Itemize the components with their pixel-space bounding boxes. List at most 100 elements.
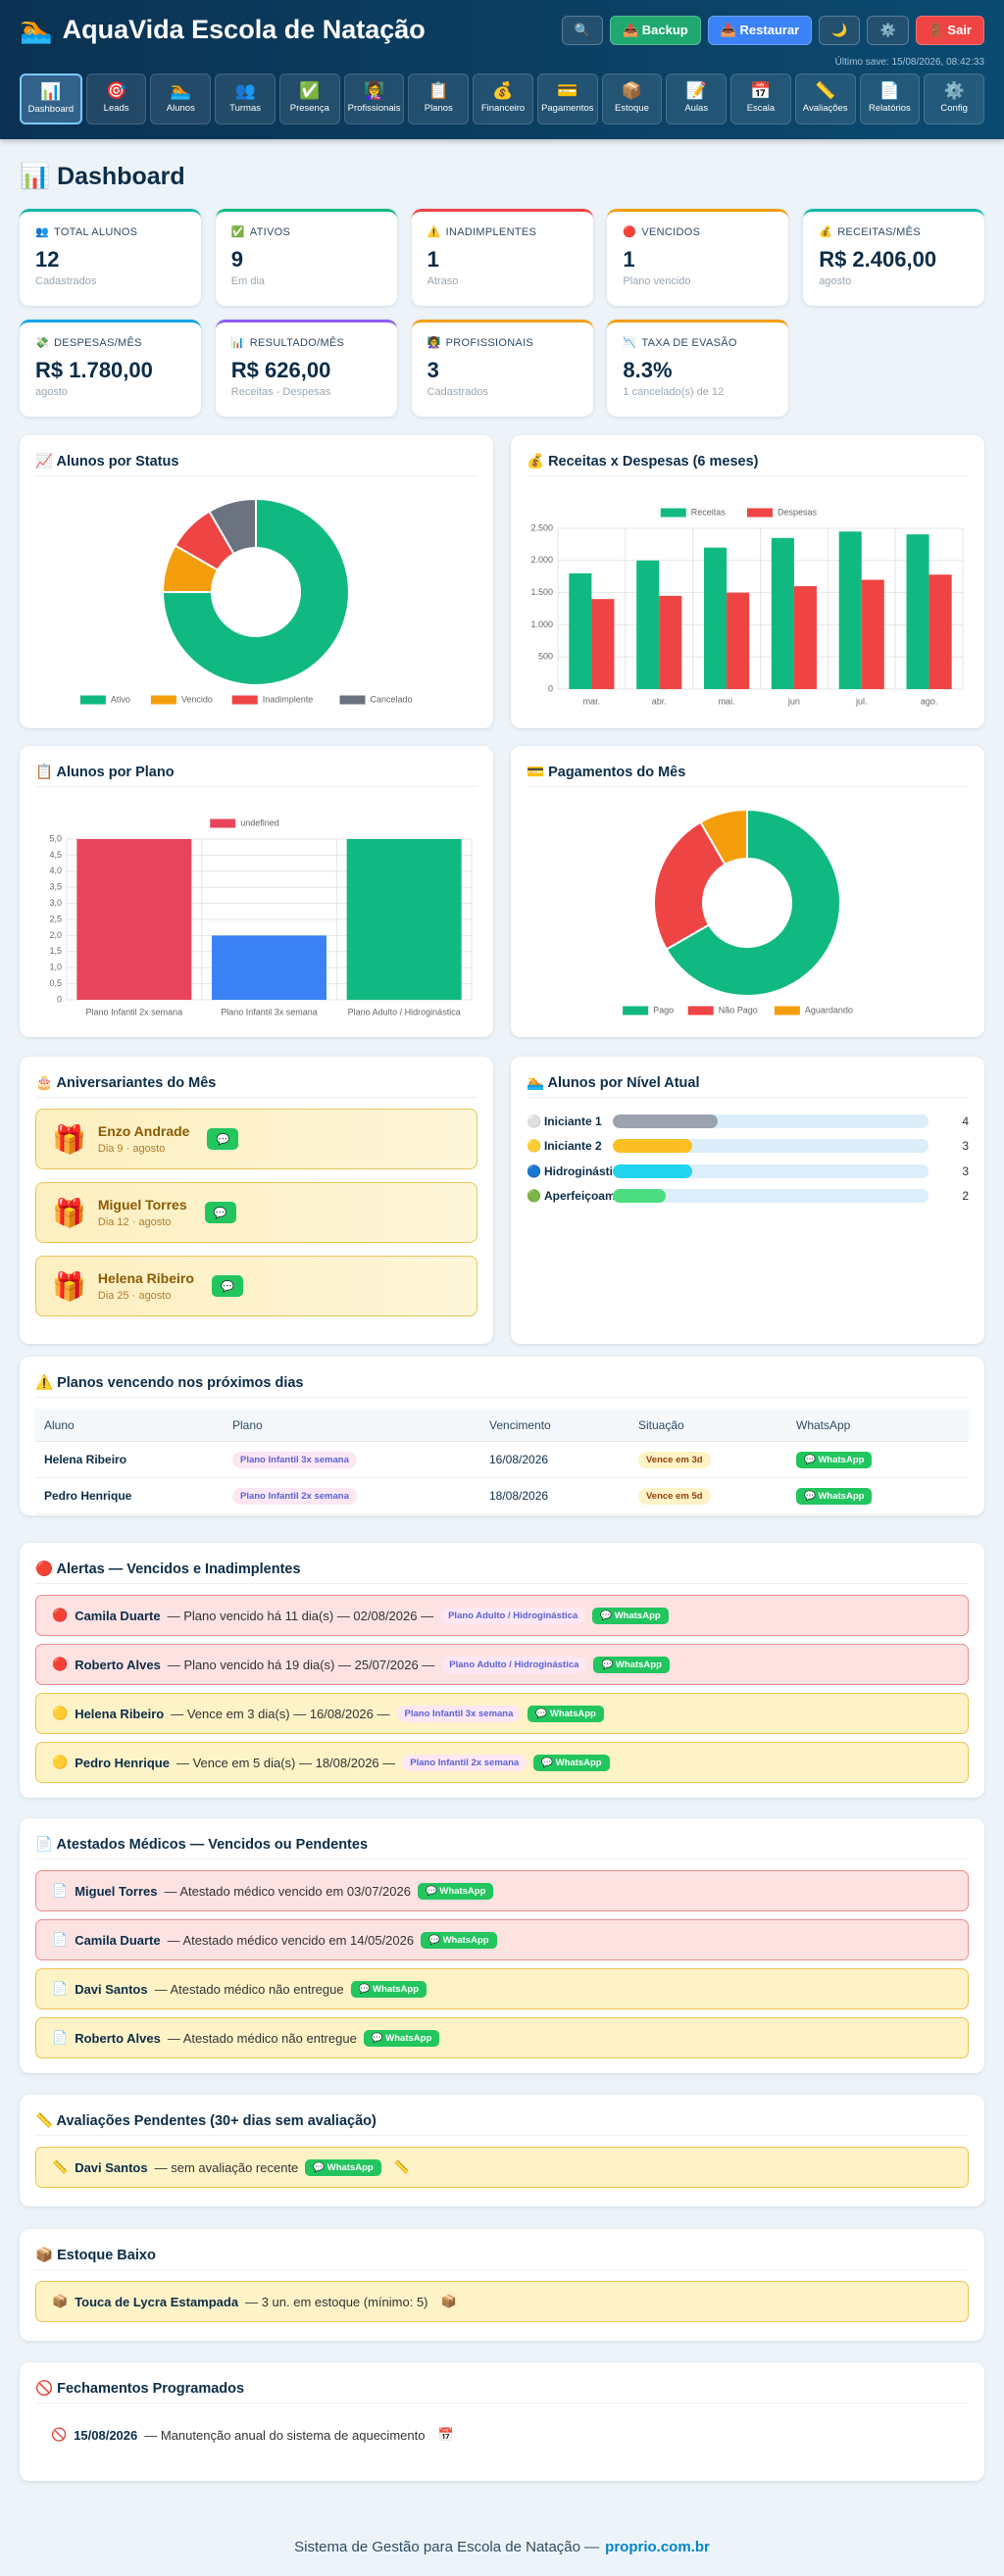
table-cell: Vence em 3d [638,1451,796,1468]
whatsapp-button[interactable]: 💬 WhatsApp [533,1754,610,1771]
level-bar [613,1189,666,1204]
y-tick-label: 3,5 [49,882,62,892]
list-item: 📄 Davi Santos — Atestado médico não entreg… [35,1968,969,2009]
legend-label: Vencido [181,694,213,704]
page-title: 📊 Dashboard [20,163,185,190]
plan-pill: Plano Infantil 2x semana [232,1487,357,1505]
level-row: 🟡 Iniciante 2 3 [527,1134,969,1160]
nav-button[interactable]: 🎯 Leads [85,74,147,124]
stat-card: 📉 TAXA DE EVASÃO 8.3% 1 cancelado(s) de 12 [607,320,789,417]
nav-icon: 👩‍🏫 [363,81,385,100]
stat-label: 💰 RECEITAS/MÊS [819,225,969,238]
chat-button[interactable]: 💬 [207,1128,239,1150]
legend-swatch [687,1006,714,1016]
table-row: Helena Ribeiro Plano Infantil 3x semana 16… [35,1442,969,1478]
stat-value: 9 [230,247,244,272]
nav-button[interactable]: 📦 Estoque [601,74,663,124]
birthday-item: 🎁 Miguel Torres Dia 12 · agosto 💬 [35,1182,477,1243]
chat-button[interactable]: 💬 [211,1275,243,1297]
header-button[interactable]: 🔍 [561,16,603,45]
whatsapp-button[interactable]: 💬 WhatsApp [796,1487,873,1505]
nav-button[interactable]: ⚙️ Config [924,74,985,124]
bar [636,560,660,689]
stat-card: ⚠️ INADIMPLENTES 1 Atraso [411,209,593,306]
level-bar [613,1164,692,1178]
header-button[interactable]: 🌙 [819,16,861,45]
header-button[interactable]: 📤 Backup [609,16,701,45]
stat-sub: agosto [35,386,69,398]
whatsapp-button[interactable]: 💬 WhatsApp [305,2158,381,2176]
nav-button[interactable]: 🏊 Alunos [150,74,212,124]
level-row: ⚪ Iniciante 1 4 [527,1109,969,1134]
header-button[interactable]: ⚙️ [867,16,909,45]
nav-label: Dashboard [27,104,75,115]
stat-icon: 👥 [35,226,49,238]
whatsapp-button[interactable]: 💬 WhatsApp [796,1451,873,1468]
whatsapp-button[interactable]: 💬 WhatsApp [592,1607,669,1624]
item-text: — Manutenção anual do sistema de aquecim… [144,2427,426,2443]
stat-icon: 💰 [819,226,833,238]
pie-slice [208,497,257,556]
stat-label-text: TOTAL ALUNOS [54,226,138,238]
stat-value: 1 [623,247,635,272]
header-button[interactable]: 📥 Restaurar [707,16,813,45]
stat-label: ⚠️ INADIMPLENTES [427,225,577,238]
expiring-card: ⚠️ Planos vencendo nos próximos dias Alun… [20,1357,984,1515]
level-icon: 🔵 [527,1164,541,1178]
nav-button[interactable]: 📊 Dashboard [20,74,82,124]
chat-button[interactable]: 💬 [204,1202,236,1223]
item-name: Roberto Alves [75,2030,161,2046]
nav-label: Alunos [166,103,195,114]
stat-label-text: ATIVOS [249,226,291,238]
level-count: 4 [962,1114,969,1128]
nav-button[interactable]: 💳 Pagamentos [536,74,598,124]
nav-button[interactable]: 👩‍🏫 Profissionais [343,74,405,124]
stat-label-text: VENCIDOS [641,226,701,238]
status-pill: Vence em 5d [638,1487,711,1505]
stat-label: ✅ ATIVOS [231,225,381,238]
birthday-text: Enzo Andrade Dia 9 · agosto [98,1123,190,1155]
whatsapp-button[interactable]: 💬 WhatsApp [527,1705,604,1722]
nav-button[interactable]: 📝 Aulas [666,74,728,124]
plan-pill: Plano Infantil 2x semana [402,1754,527,1771]
header-button[interactable]: 🚪 Sair [915,16,984,45]
nav-icon: 💳 [557,81,578,100]
table-cell: Helena Ribeiro [35,1453,232,1466]
y-tick-label: 2,0 [49,930,62,940]
nav-button[interactable]: 💰 Financeiro [473,74,533,124]
bar [591,599,615,689]
nav-button[interactable]: 👥 Turmas [215,74,276,124]
whatsapp-button[interactable]: 💬 WhatsApp [363,2029,440,2047]
bar [929,574,952,689]
whatsapp-button[interactable]: 💬 WhatsApp [350,1980,427,1998]
nav-icon: 💰 [492,81,514,100]
chart-card: 💰 Receitas x Despesas (6 meses) 0 500 1.000… [511,435,984,728]
whatsapp-button[interactable]: 💬 WhatsApp [593,1656,670,1673]
stat-sub: agosto [819,275,852,287]
card-title: 🚫 Fechamentos Programados [35,2376,969,2403]
nav-button[interactable]: 📏 Avaliações [794,74,856,124]
table-cell: Vence em 5d [638,1487,796,1505]
nav-button[interactable]: 📅 Escala [730,74,791,124]
nav-label: Estoque [615,103,649,114]
level-count: 3 [962,1139,969,1154]
nav-button[interactable]: 📋 Planos [408,74,470,124]
whatsapp-button[interactable]: 💬 WhatsApp [417,1882,494,1900]
card-title: 🔴 Alertas — Vencidos e Inadimplentes [35,1557,969,1584]
student-name: Helena Ribeiro [44,1453,127,1466]
footer-link[interactable]: proprio.com.br [605,2539,710,2555]
x-tick-label: mai. [719,696,735,706]
y-tick-label: 3,0 [49,898,62,908]
legend-swatch [79,695,106,705]
whatsapp-button[interactable]: 💬 WhatsApp [421,1931,497,1949]
x-tick-label: jun [787,696,800,706]
stat-label: 👥 TOTAL ALUNOS [35,225,185,238]
nav-button[interactable]: ✅ Presença [278,74,340,124]
date-text: 18/08/2026 [489,1489,549,1503]
chart-card: 📈 Alunos por Status Ativo Vencido Inadimple… [20,435,493,728]
table-row: Pedro Henrique Plano Infantil 2x semana 18… [35,1478,969,1514]
certificates-card: 📄 Atestados Médicos — Vencidos ou Penden… [20,1818,984,2073]
nav-button[interactable]: 📄 Relatórios [859,74,921,124]
table-header: Aluno Plano Vencimento Situação WhatsApp [35,1409,969,1442]
closures-card: 🚫 Fechamentos Programados 🚫 15/08/2026 — Ma… [20,2362,984,2481]
